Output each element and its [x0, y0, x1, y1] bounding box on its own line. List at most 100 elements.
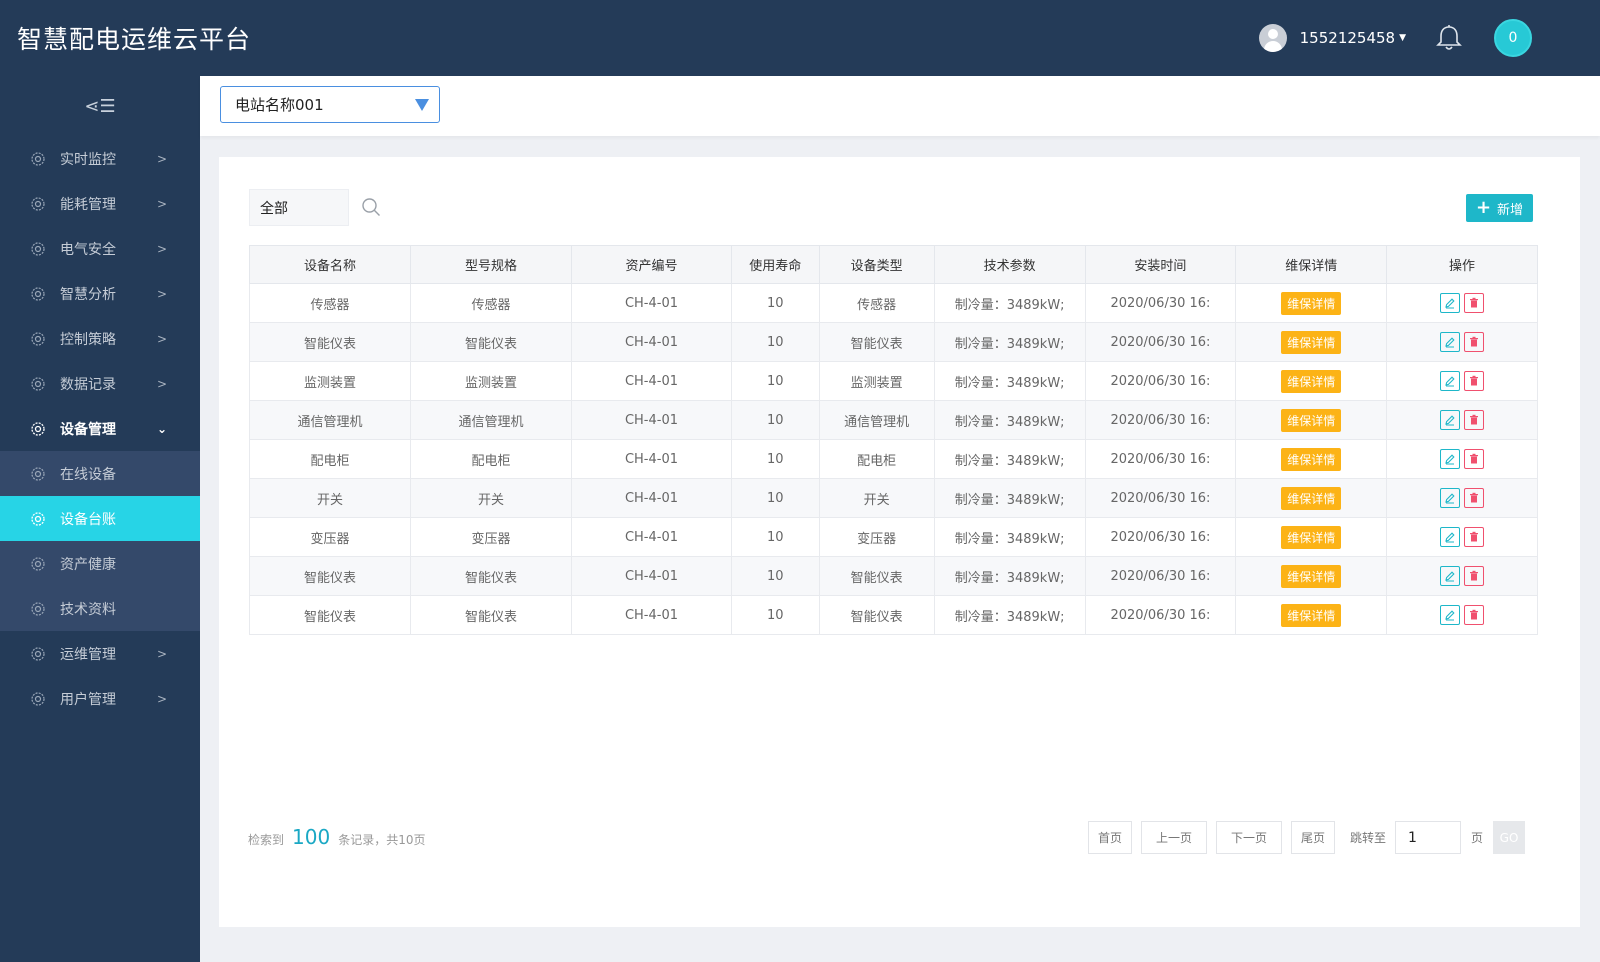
- gear-icon: [31, 466, 45, 481]
- detail-cell: 维保详情: [1235, 595, 1388, 635]
- type-filter-select[interactable]: 全部: [249, 189, 349, 226]
- edit-icon: [1445, 571, 1455, 582]
- table-cell: 制冷量：3489kW;: [933, 283, 1086, 323]
- detail-cell: 维保详情: [1235, 439, 1388, 479]
- delete-button[interactable]: [1464, 488, 1485, 508]
- table-cell: CH-4-01: [571, 595, 732, 635]
- column-header: 安装时间: [1084, 245, 1237, 284]
- delete-button[interactable]: [1464, 527, 1485, 547]
- column-header: 操作: [1386, 245, 1538, 284]
- edit-icon: [1445, 415, 1455, 426]
- maintenance-detail-button[interactable]: 维保详情: [1281, 525, 1342, 549]
- sidebar-item-data-records[interactable]: 数据记录 >: [0, 361, 200, 406]
- trash-icon: [1470, 570, 1479, 581]
- edit-button[interactable]: [1440, 605, 1461, 625]
- edit-button[interactable]: [1440, 293, 1461, 313]
- table-row: 配电柜 配电柜 CH-4-01 10 配电柜 制冷量：3489kW; 2020/06/30 …: [249, 439, 1538, 479]
- sidebar-item-realtime[interactable]: 实时监控 >: [0, 136, 200, 181]
- go-button[interactable]: GO: [1493, 821, 1526, 854]
- bell-icon[interactable]: [1434, 23, 1464, 53]
- edit-button[interactable]: [1440, 332, 1461, 352]
- delete-button[interactable]: [1464, 332, 1485, 352]
- table-cell: 智能仪表: [249, 322, 411, 362]
- search-icon[interactable]: [361, 197, 381, 217]
- station-select[interactable]: 电站名称001: [220, 86, 440, 123]
- table-header-row: 设备名称 型号规格 资产编号 使用寿命 设备类型 技术参数 安装时间 维保详情 操作: [249, 245, 1538, 284]
- table-cell: CH-4-01: [571, 400, 732, 440]
- table-cell: CH-4-01: [571, 517, 732, 557]
- first-page-button[interactable]: 首页: [1088, 821, 1132, 854]
- pagination: 首页 上一页 下一页 尾页 跳转至 1 页 GO: [1088, 821, 1526, 854]
- gear-icon: [31, 511, 45, 526]
- chevron-right-icon: >: [156, 151, 167, 166]
- device-table: 设备名称 型号规格 资产编号 使用寿命 设备类型 技术参数 安装时间 维保详情 操作 传感器 传感…: [249, 245, 1538, 635]
- maintenance-detail-button[interactable]: 维保详情: [1281, 408, 1342, 432]
- submenu-item-asset-health[interactable]: 资产健康: [0, 541, 200, 586]
- submenu-item-label: 技术资料: [60, 601, 116, 618]
- edit-button[interactable]: [1440, 488, 1461, 508]
- table-cell: 智能仪表: [249, 595, 411, 635]
- delete-button[interactable]: [1464, 566, 1485, 586]
- maintenance-detail-button[interactable]: 维保详情: [1281, 486, 1342, 510]
- sidebar-item-operations[interactable]: 运维管理 >: [0, 631, 200, 676]
- plus-icon: +: [1475, 197, 1492, 218]
- table-cell: 10: [730, 361, 820, 401]
- caret-down-icon[interactable]: ▼: [1399, 33, 1406, 43]
- next-page-button[interactable]: 下一页: [1216, 821, 1282, 854]
- detail-cell: 维保详情: [1235, 400, 1388, 440]
- table-cell: 2020/06/30 16:: [1084, 595, 1237, 635]
- maintenance-detail-button[interactable]: 维保详情: [1281, 564, 1342, 588]
- table-cell: 10: [730, 478, 820, 518]
- actions-cell: [1386, 595, 1538, 635]
- notification-badge[interactable]: 0: [1494, 19, 1532, 57]
- collapse-menu-icon[interactable]: ⋖☰: [84, 95, 116, 117]
- avatar[interactable]: [1258, 24, 1287, 52]
- table-cell: CH-4-01: [571, 361, 732, 401]
- table-cell: CH-4-01: [571, 283, 732, 323]
- sidebar-item-electrical-safety[interactable]: 电气安全 >: [0, 226, 200, 271]
- table-row: 智能仪表 智能仪表 CH-4-01 10 智能仪表 制冷量：3489kW; 2020/06/…: [249, 595, 1538, 635]
- page-number-input[interactable]: 1: [1395, 821, 1462, 854]
- trash-icon: [1470, 297, 1479, 308]
- device-ledger-panel: 全部 + 新增 设备名称 型号规格 资产编号 使用寿命 设备类型 技术参数 安装时间 维保详情…: [219, 157, 1580, 927]
- table-cell: 传感器: [818, 283, 935, 323]
- prev-page-button[interactable]: 上一页: [1141, 821, 1207, 854]
- table-cell: 监测装置: [410, 361, 572, 401]
- edit-button[interactable]: [1440, 566, 1461, 586]
- submenu-item-tech-docs[interactable]: 技术资料: [0, 586, 200, 631]
- delete-button[interactable]: [1464, 293, 1485, 313]
- sidebar-item-energy[interactable]: 能耗管理 >: [0, 181, 200, 226]
- actions-cell: [1386, 517, 1538, 557]
- maintenance-detail-button[interactable]: 维保详情: [1281, 291, 1342, 315]
- submenu-item-online-devices[interactable]: 在线设备: [0, 451, 200, 496]
- delete-button[interactable]: [1464, 410, 1485, 430]
- sidebar-item-device-management[interactable]: 设备管理 ⌄: [0, 406, 200, 451]
- add-button[interactable]: + 新增: [1466, 194, 1533, 222]
- maintenance-detail-button[interactable]: 维保详情: [1281, 369, 1342, 393]
- edit-button[interactable]: [1440, 371, 1461, 391]
- last-page-button[interactable]: 尾页: [1291, 821, 1335, 854]
- edit-button[interactable]: [1440, 410, 1461, 430]
- maintenance-detail-button[interactable]: 维保详情: [1281, 447, 1342, 471]
- sidebar-item-control-strategy[interactable]: 控制策略 >: [0, 316, 200, 361]
- actions-cell: [1386, 283, 1538, 323]
- edit-icon: [1445, 610, 1455, 621]
- delete-button[interactable]: [1464, 371, 1485, 391]
- delete-button[interactable]: [1464, 449, 1485, 469]
- table-cell: 开关: [818, 478, 935, 518]
- submenu-item-device-ledger[interactable]: 设备台账: [0, 496, 200, 541]
- chevron-right-icon: >: [156, 691, 167, 706]
- top-header: 智慧配电运维云平台 1552125458 ▼ 0: [0, 0, 1600, 76]
- gear-icon: [31, 601, 45, 616]
- maintenance-detail-button[interactable]: 维保详情: [1281, 330, 1342, 354]
- edit-button[interactable]: [1440, 449, 1461, 469]
- edit-button[interactable]: [1440, 527, 1461, 547]
- type-filter-value: 全部: [260, 200, 288, 217]
- delete-button[interactable]: [1464, 605, 1485, 625]
- maintenance-detail-button[interactable]: 维保详情: [1281, 603, 1342, 627]
- username[interactable]: 1552125458: [1299, 29, 1396, 47]
- sidebar-item-analysis[interactable]: 智慧分析 >: [0, 271, 200, 316]
- sidebar-item-user-management[interactable]: 用户管理 >: [0, 676, 200, 721]
- table-cell: 配电柜: [410, 439, 572, 479]
- detail-cell: 维保详情: [1235, 283, 1388, 323]
